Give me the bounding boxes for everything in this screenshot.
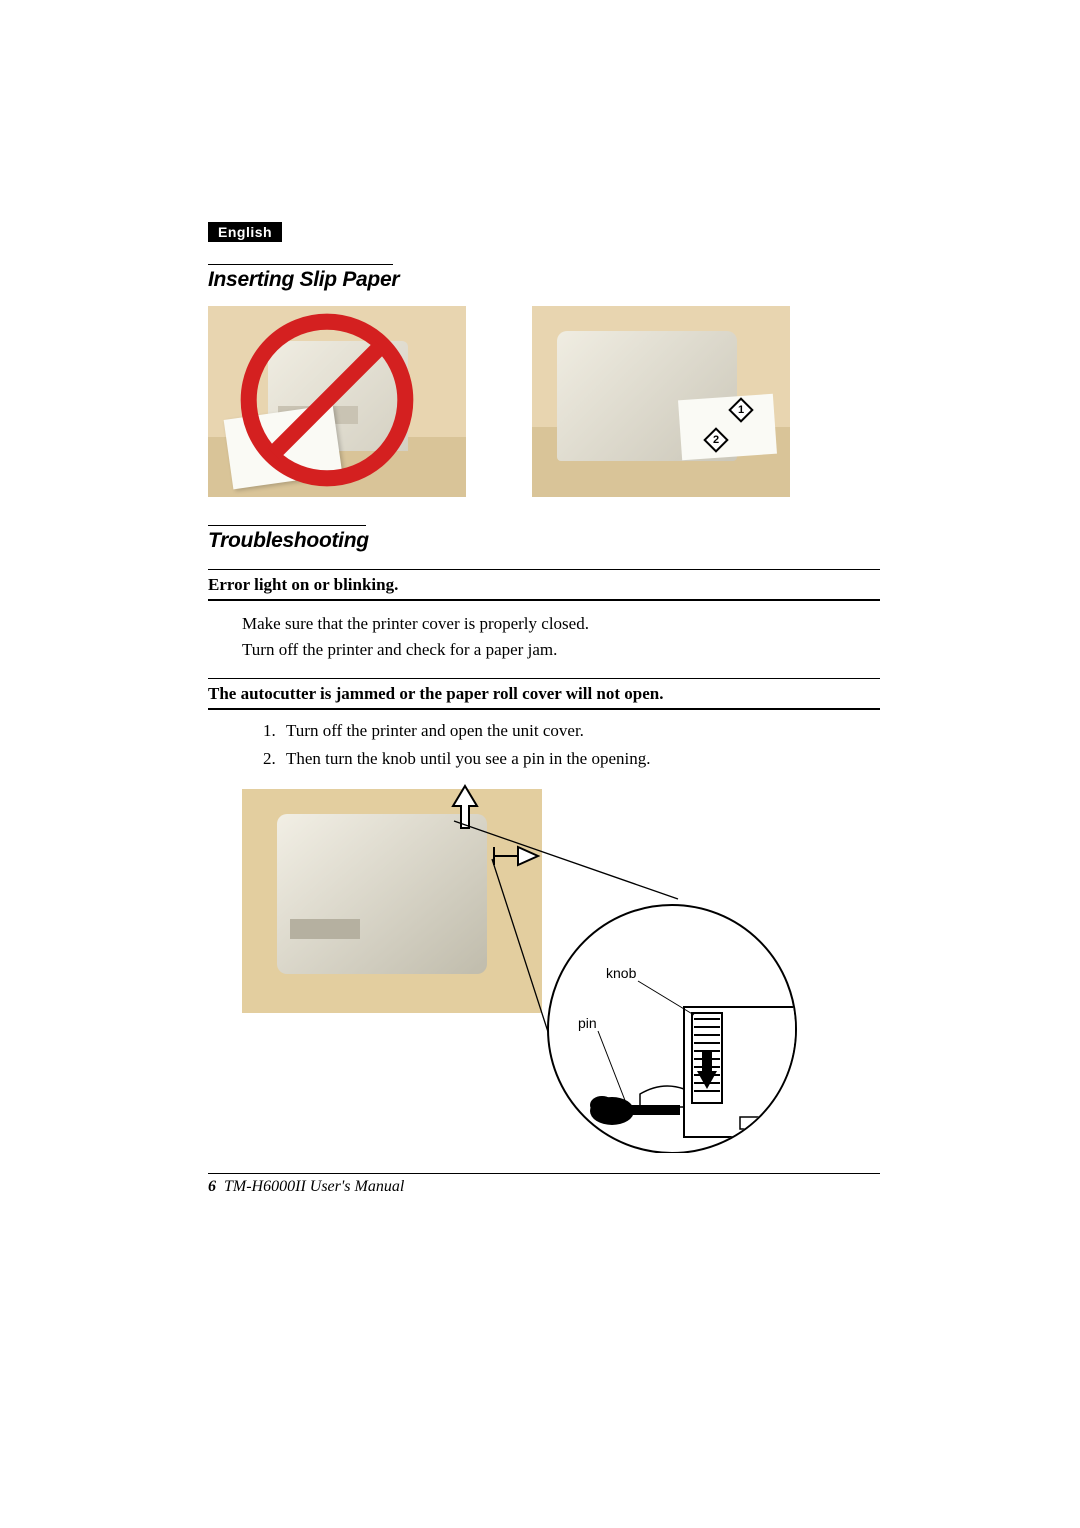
heading-rule-2 [208, 525, 366, 526]
sub-heading-autocutter: The autocutter is jammed or the paper ro… [208, 678, 880, 710]
step-item: Turn off the printer and open the unit c… [280, 718, 880, 744]
page-footer: 6 TM-H6000II User's Manual [208, 1178, 880, 1196]
body-text-1: Make sure that the printer cover is prop… [208, 611, 880, 662]
label-pin: pin [578, 1015, 597, 1031]
language-badge: English [208, 222, 282, 242]
heading-rule-1 [208, 264, 393, 265]
step-item: Then turn the knob until you see a pin i… [280, 746, 880, 772]
footer-rule [208, 1173, 880, 1174]
section-heading-inserting: Inserting Slip Paper [208, 268, 880, 292]
sub-heading-error-light: Error light on or blinking. [208, 569, 880, 601]
knob-diagram: knob pin [242, 789, 850, 1153]
footer-title: TM-H6000II User's Manual [224, 1178, 404, 1195]
section-heading-troubleshooting: Troubleshooting [208, 529, 880, 553]
body-line: Make sure that the printer cover is prop… [242, 611, 880, 637]
numbered-steps: Turn off the printer and open the unit c… [208, 718, 880, 771]
figure-row: 1 2 [208, 306, 880, 497]
label-knob: knob [606, 965, 636, 981]
manual-page: English Inserting Slip Paper 1 2 Trouble… [208, 222, 880, 1196]
body-line: Turn off the printer and check for a pap… [242, 637, 880, 663]
page-number: 6 [208, 1178, 216, 1195]
prohibition-icon [238, 311, 416, 489]
figure-correct-insertion: 1 2 [532, 306, 790, 497]
figure-incorrect-insertion [208, 306, 466, 497]
callout-diagram [242, 789, 850, 1153]
